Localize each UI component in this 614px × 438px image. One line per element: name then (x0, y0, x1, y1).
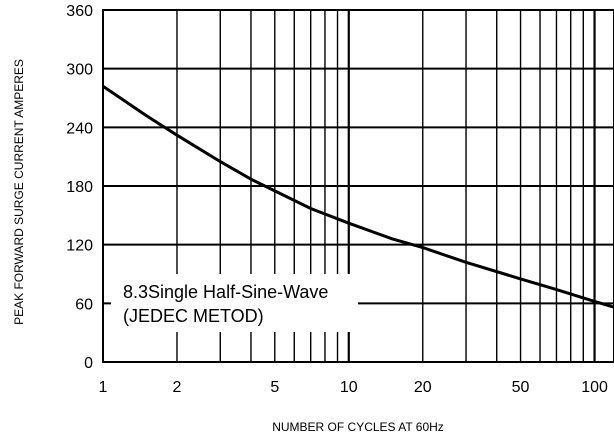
y-tick-label: 240 (66, 120, 93, 137)
y-tick-label: 60 (75, 296, 93, 313)
y-tick-labels: 0 60 120 180 240 300 360 (66, 3, 93, 372)
x-tick-label: 5 (270, 379, 279, 396)
x-tick-label: 1 (99, 379, 108, 396)
x-tick-label: 50 (512, 379, 530, 396)
x-tick-label: 20 (414, 379, 432, 396)
x-axis-title: NUMBER OF CYCLES AT 60Hz (272, 420, 444, 434)
x-tick-labels: 1 2 5 10 20 50 100 (99, 379, 608, 396)
annotation-background (111, 274, 358, 332)
y-tick-label: 300 (66, 62, 93, 79)
plot-frame (102, 9, 614, 363)
y-tick-label: 120 (66, 238, 93, 255)
y-tick-label: 0 (84, 355, 93, 372)
y-axis-title: PEAK FORWARD SURGE CURRENT AMPERES (12, 59, 26, 325)
annotation-line-1: 8.3Single Half-Sine-Wave (123, 282, 328, 302)
x-tick-label: 100 (581, 379, 608, 396)
y-tick-label: 180 (66, 179, 93, 196)
x-tick-label: 10 (340, 379, 358, 396)
surge-curve (102, 85, 614, 309)
x-tick-label: 2 (173, 379, 182, 396)
y-tick-label: 360 (66, 3, 93, 20)
annotation-box: 8.3Single Half-Sine-Wave (JEDEC METOD) (111, 274, 358, 332)
annotation-line-2: (JEDEC METOD) (123, 306, 264, 326)
